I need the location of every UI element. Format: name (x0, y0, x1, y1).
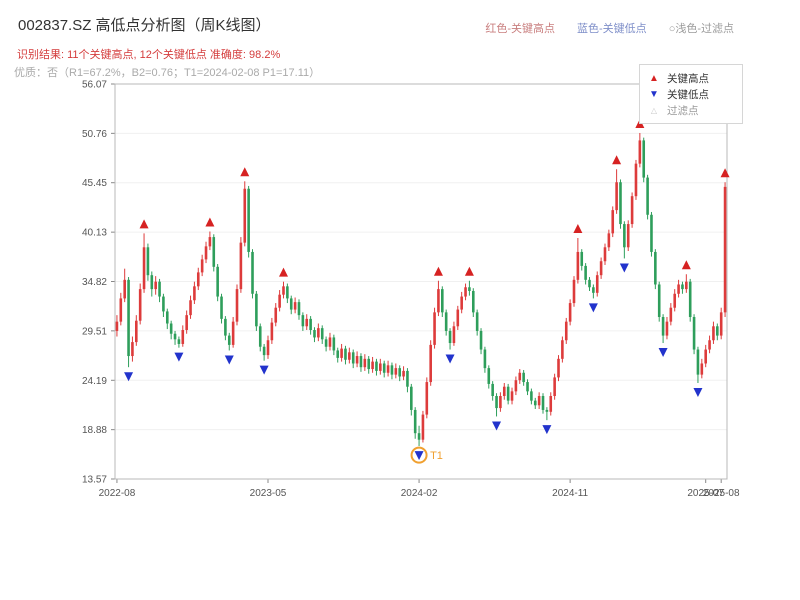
t1-label: T1 (430, 450, 443, 462)
axis-labels: 56.07 50.76 45.45 40.13 34.82 29.51 24.19 18.88… (82, 80, 740, 500)
svg-text:24.19: 24.19 (82, 376, 107, 387)
legend-item-filtered: △ 过滤点 (648, 102, 734, 118)
filtered-point-triangle-icon: △ (650, 105, 658, 115)
inline-legend-high-label: 红色-关键高点 (485, 23, 556, 35)
legend-item-key-high: ▲ 关键高点 (648, 70, 734, 86)
svg-text:50.76: 50.76 (82, 129, 107, 140)
svg-text:13.57: 13.57 (82, 475, 107, 486)
svg-text:18.88: 18.88 (82, 425, 107, 436)
t1-circle (410, 446, 428, 464)
key-high-markers (139, 118, 730, 277)
chart-legend: ▲ 关键高点 ▼ 关键低点 △ 过滤点 (639, 64, 743, 124)
legend-key-high-label: 关键高点 (667, 72, 709, 85)
svg-text:2022-08: 2022-08 (99, 488, 136, 499)
inline-legend-low-label: 蓝色-关键低点 (577, 23, 647, 35)
legend-key-low-label: 关键低点 (667, 88, 709, 101)
svg-text:2024-11: 2024-11 (552, 488, 588, 499)
candles-layer (115, 132, 727, 447)
svg-text:45.45: 45.45 (82, 178, 107, 189)
gridlines (111, 83, 728, 483)
legend-filtered-label: 过滤点 (667, 104, 699, 117)
inline-legend: 红色-关键高点 蓝色-关键低点 ○浅色-过滤点 (485, 20, 734, 36)
legend-item-key-low: ▼ 关键低点 (648, 86, 734, 102)
key-low-markers (124, 263, 703, 461)
quality-result-text: 优质：否（R1=67.2%，B2=0.76；T1=2024-02-08 P1=1… (14, 67, 321, 79)
inline-legend-filter-label: ○浅色-过滤点 (668, 23, 734, 35)
svg-text:2023-05: 2023-05 (250, 488, 287, 499)
svg-text:29.51: 29.51 (82, 326, 107, 337)
recognition-result-text: 识别结果: 11个关键高点, 12个关键低点 准确度: 98.2% (17, 49, 281, 61)
page-title: 002837.SZ 高低点分析图（周K线图） (18, 17, 271, 34)
svg-text:56.07: 56.07 (82, 80, 107, 91)
key-high-triangle-icon: ▲ (649, 72, 659, 84)
key-low-triangle-icon: ▼ (649, 88, 659, 100)
svg-text:2025-07: 2025-07 (687, 488, 724, 499)
svg-text:34.82: 34.82 (82, 277, 107, 288)
t1-annotation: T1 (410, 446, 443, 464)
svg-text:2024-02: 2024-02 (401, 488, 438, 499)
svg-text:2025-08: 2025-08 (703, 488, 740, 499)
candlestick-chart: 56.07 50.76 45.45 40.13 34.82 29.51 24.19 18.88… (82, 80, 740, 500)
svg-text:40.13: 40.13 (82, 228, 107, 239)
